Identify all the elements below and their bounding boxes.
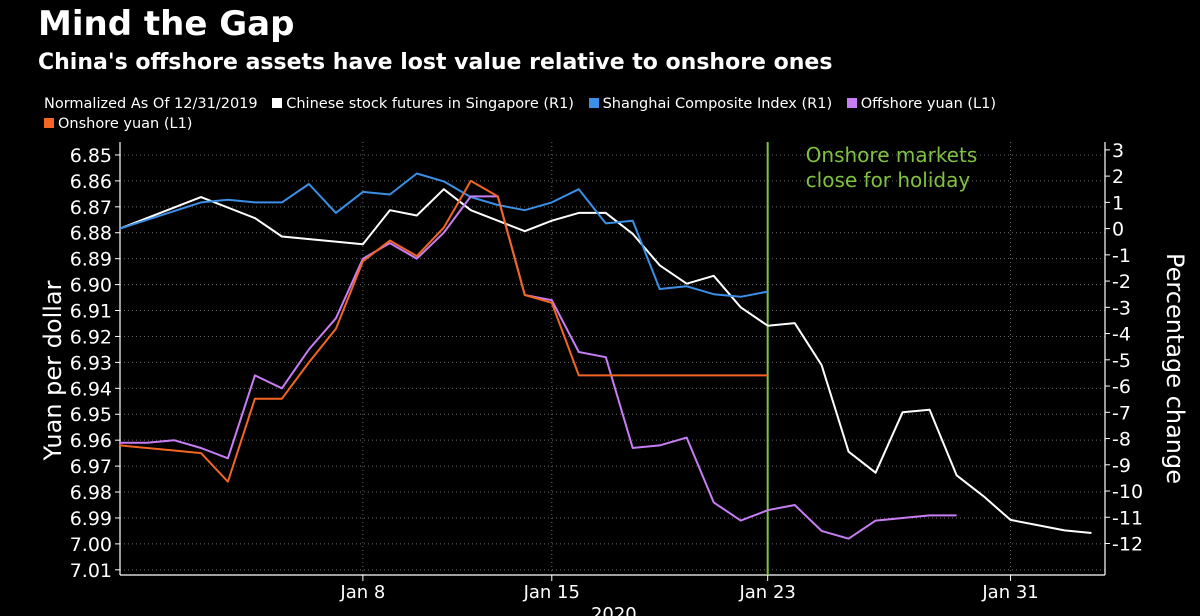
- left-tick-label: 6.99: [70, 508, 112, 530]
- left-tick-label: 6.90: [70, 275, 112, 297]
- left-tick-label: 6.98: [70, 482, 112, 504]
- legend-item-futures: Chinese stock futures in Singapore (R1): [272, 94, 574, 114]
- series-line-0: [119, 188, 1092, 534]
- right-tick-label: 1: [1112, 192, 1124, 214]
- annotation-text: close for holiday: [806, 168, 971, 192]
- series-line-3: [119, 179, 768, 483]
- left-tick-label: 7.01: [70, 560, 112, 582]
- right-tick-label: 3: [1112, 140, 1124, 162]
- right-tick-label: -9: [1112, 455, 1131, 477]
- chart-subtitle: China's offshore assets have lost value …: [38, 50, 833, 75]
- legend-label-onshore: Onshore yuan (L1): [58, 116, 193, 132]
- right-tick-label: -1: [1112, 245, 1131, 267]
- legend: Normalized As Of 12/31/2019 Chinese stoc…: [44, 94, 1154, 134]
- legend-item-offshore: Offshore yuan (L1): [846, 94, 996, 114]
- x-tick-label: Jan 23: [738, 582, 795, 603]
- right-tick-label: -7: [1112, 402, 1131, 424]
- legend-label-futures: Chinese stock futures in Singapore (R1): [286, 96, 574, 112]
- right-tick-label: -4: [1112, 324, 1131, 346]
- right-tick-label: -3: [1112, 297, 1131, 319]
- right-tick-label: 0: [1112, 219, 1124, 241]
- left-tick-label: 6.88: [70, 223, 112, 245]
- left-tick-label: 6.97: [70, 456, 112, 478]
- left-tick-label: 7.00: [70, 534, 112, 556]
- legend-note: Normalized As Of 12/31/2019: [44, 96, 258, 112]
- legend-label-offshore: Offshore yuan (L1): [860, 96, 996, 112]
- left-tick-label: 6.94: [70, 378, 112, 400]
- series-line-1: [119, 172, 768, 298]
- left-tick-label: 6.91: [70, 301, 112, 323]
- right-tick-label: -5: [1112, 350, 1131, 372]
- left-tick-label: 6.95: [70, 404, 112, 426]
- right-tick-label: -11: [1112, 507, 1143, 529]
- legend-swatch-offshore: [846, 98, 857, 108]
- legend-swatch-futures: [272, 98, 283, 108]
- right-axis-title: Percentage change: [1161, 253, 1189, 484]
- right-tick-label: -8: [1112, 429, 1131, 451]
- left-tick-label: 6.93: [70, 352, 112, 374]
- legend-label-shanghai: Shanghai Composite Index (R1): [602, 96, 833, 112]
- legend-item-shanghai: Shanghai Composite Index (R1): [588, 94, 833, 114]
- right-tick-label: -2: [1112, 271, 1131, 293]
- x-tick-label: Jan 15: [523, 582, 580, 603]
- x-tick-label: Jan 31: [981, 582, 1038, 603]
- left-tick-label: 6.85: [70, 145, 112, 167]
- right-tick-label: -12: [1112, 534, 1143, 556]
- left-tick-label: 6.86: [70, 171, 112, 193]
- right-tick-label: -10: [1112, 481, 1143, 503]
- right-tick-label: -6: [1112, 376, 1131, 398]
- annotation-text: Onshore markets: [806, 143, 978, 167]
- left-tick-label: 6.89: [70, 249, 112, 271]
- chart-title: Mind the Gap: [38, 4, 295, 44]
- legend-swatch-shanghai: [588, 98, 599, 108]
- left-tick-label: 6.96: [70, 430, 112, 452]
- legend-swatch-onshore: [44, 118, 54, 128]
- x-tick-label: Jan 8: [339, 582, 385, 603]
- legend-item-onshore: Onshore yuan (L1): [44, 114, 192, 134]
- left-tick-label: 6.87: [70, 197, 112, 219]
- x-axis-title: 2020: [591, 604, 637, 616]
- left-axis-title: Yuan per dollar: [39, 280, 67, 461]
- left-tick-label: 6.92: [70, 326, 112, 348]
- series-line-2: [120, 195, 957, 540]
- right-tick-label: 2: [1112, 166, 1124, 188]
